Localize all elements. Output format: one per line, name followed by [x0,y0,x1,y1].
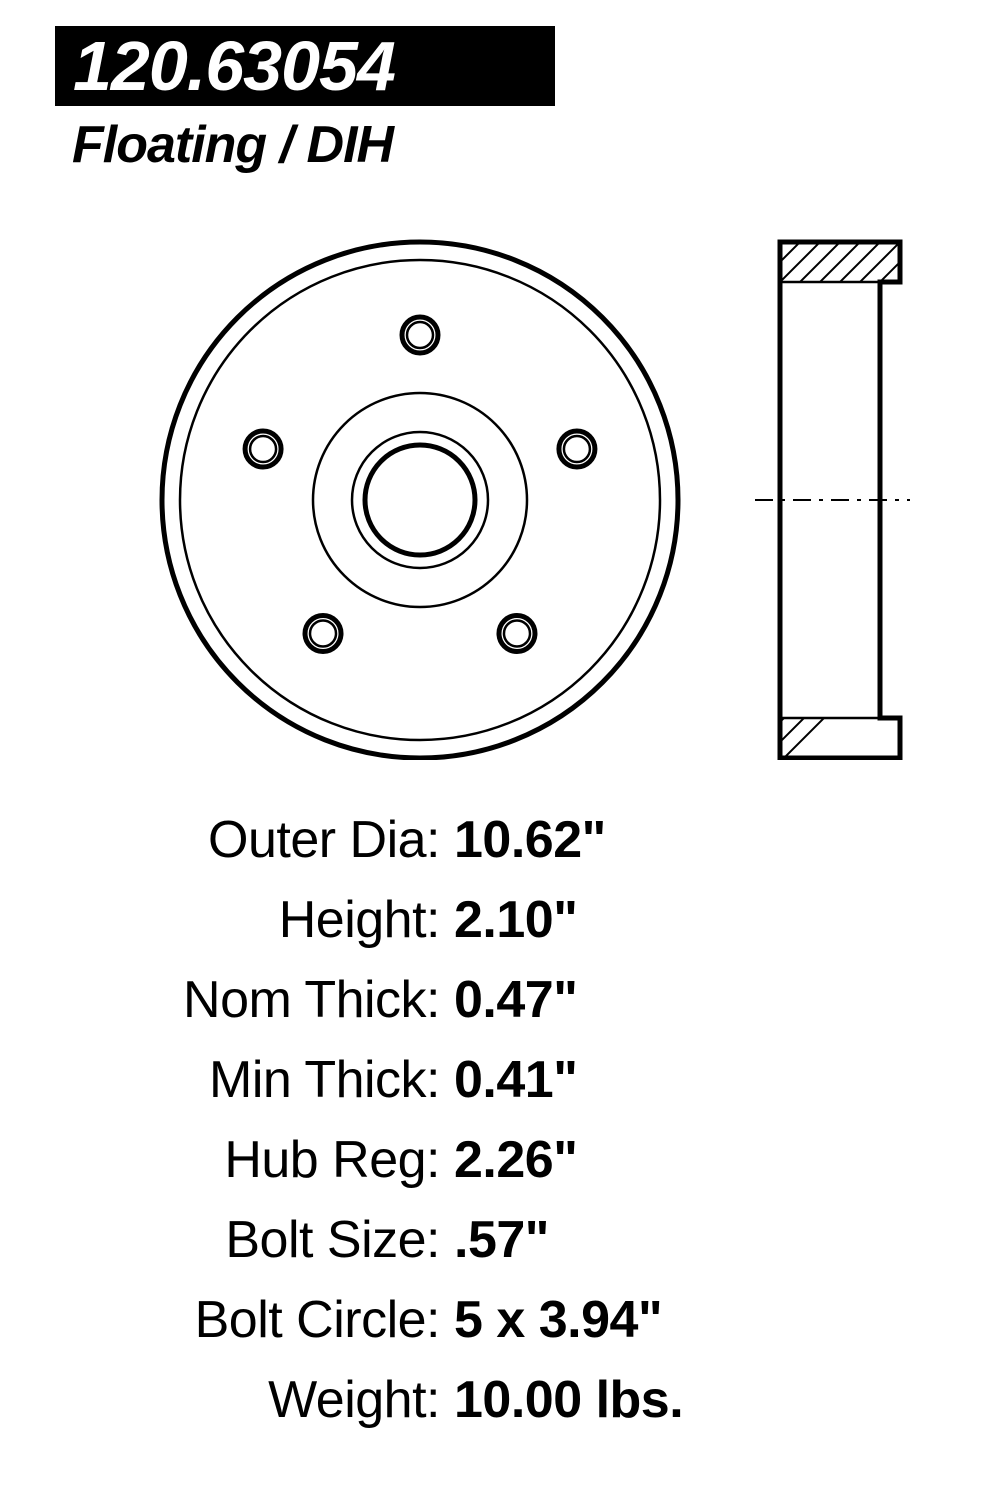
part-number: 120.63054 [73,27,395,105]
spec-row: Bolt Size:.57" [0,1200,991,1280]
spec-value: 0.41" [440,1040,577,1120]
spec-label: Outer Dia: [0,800,440,880]
spec-row: Bolt Circle:5 x 3.94" [0,1280,991,1360]
spec-label: Hub Reg: [0,1120,440,1200]
spec-value: 2.10" [440,880,577,960]
spec-label: Weight: [0,1360,440,1440]
spec-row: Weight:10.00 lbs. [0,1360,991,1440]
spec-value: 5 x 3.94" [440,1280,662,1360]
page: 120.63054 Floating / DIH Outer Dia:10.62… [0,0,991,1500]
spec-label: Bolt Circle: [0,1280,440,1360]
rotor-svg [90,200,910,760]
subtitle-text: Floating / DIH [72,116,393,174]
subtitle: Floating / DIH [72,115,393,175]
spec-label: Nom Thick: [0,960,440,1040]
spec-value: 2.26" [440,1120,577,1200]
specs-table: Outer Dia:10.62"Height:2.10"Nom Thick:0.… [0,800,991,1440]
spec-label: Bolt Size: [0,1200,440,1280]
spec-label: Height: [0,880,440,960]
spec-row: Nom Thick:0.47" [0,960,991,1040]
spec-value: .57" [440,1200,549,1280]
spec-value: 10.62" [440,800,606,880]
spec-label: Min Thick: [0,1040,440,1120]
spec-row: Hub Reg:2.26" [0,1120,991,1200]
spec-row: Min Thick:0.41" [0,1040,991,1120]
spec-value: 10.00 lbs. [440,1360,683,1440]
spec-value: 0.47" [440,960,577,1040]
part-number-banner: 120.63054 [55,26,555,106]
spec-row: Outer Dia:10.62" [0,800,991,880]
rotor-diagram [90,200,910,760]
spec-row: Height:2.10" [0,880,991,960]
